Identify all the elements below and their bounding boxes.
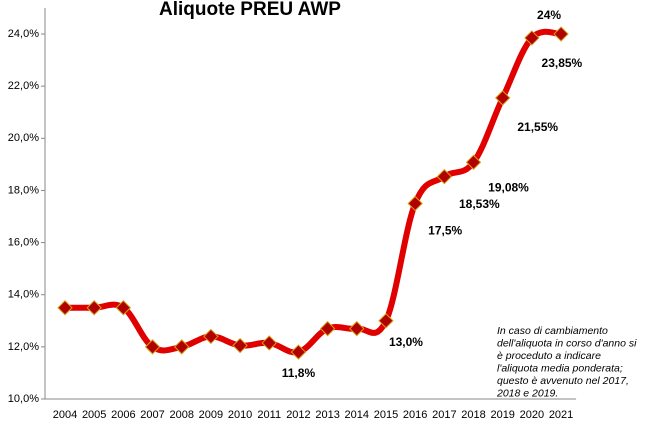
marker: [494, 90, 511, 106]
x-tick-label: 2017: [432, 409, 456, 421]
marker: [232, 337, 248, 354]
x-tick-label: 2021: [549, 409, 573, 421]
x-tick-label: 2007: [140, 409, 164, 421]
y-tick-label: 22,0%: [8, 80, 39, 92]
data-label: 17,5%: [428, 224, 462, 238]
y-tick-label: 18,0%: [8, 184, 39, 196]
x-tick-label: 2015: [374, 409, 398, 421]
y-tick-label: 12,0%: [8, 341, 39, 353]
x-tick-label: 2016: [403, 409, 427, 421]
annotation: è proceduto a indicare: [497, 350, 601, 362]
data-label: 19,08%: [488, 180, 529, 194]
x-tick-label: 2019: [490, 409, 514, 421]
annotation: l'aliquota media ponderata;: [497, 362, 623, 374]
marker: [290, 344, 307, 360]
y-tick-label: 16,0%: [8, 236, 39, 248]
chart-title: Aliquote PREU AWP: [159, 0, 341, 20]
marker: [203, 328, 219, 345]
line: [65, 28, 562, 356]
x-tick-label: 2012: [286, 409, 310, 421]
annotation: dell'aliquota in corso d'anno si: [497, 337, 637, 349]
marker: [174, 339, 190, 355]
x-tick-label: 2004: [53, 409, 77, 421]
data-label: 11,8%: [282, 366, 316, 380]
annotation: 2018 e 2019.: [496, 387, 558, 399]
marker: [378, 313, 394, 329]
marker: [86, 300, 102, 316]
data-label: 24%: [537, 8, 561, 22]
marker: [553, 26, 569, 42]
marker: [261, 335, 277, 351]
marker: [115, 300, 132, 316]
marker: [144, 339, 161, 355]
x-tick-label: 2005: [82, 409, 106, 421]
x-tick-label: 2011: [257, 409, 281, 421]
marker: [319, 320, 336, 337]
x-tick-label: 2008: [169, 409, 193, 421]
data-label: 13,0%: [389, 335, 423, 349]
x-tick-label: 2018: [461, 409, 485, 421]
marker: [57, 300, 73, 316]
x-tick-label: 2020: [520, 409, 544, 421]
marker: [407, 195, 423, 212]
y-tick-label: 14,0%: [8, 289, 39, 301]
x-tick-label: 2009: [199, 409, 223, 421]
data-label: 18,53%: [459, 197, 500, 211]
data-label: 21,55%: [517, 120, 558, 134]
x-tick-label: 2014: [345, 409, 369, 421]
y-tick-label: 20,0%: [8, 132, 39, 144]
annotation: In caso di cambiamento: [497, 325, 608, 337]
y-tick-label: 10,0%: [8, 393, 39, 405]
marker: [436, 168, 453, 185]
y-tick-label: 24,0%: [8, 28, 39, 40]
x-tick-label: 2006: [111, 409, 135, 421]
data-label: 23,85%: [542, 56, 583, 70]
marker: [524, 30, 540, 46]
annotation: questo è avvenuto nel 2017,: [497, 375, 629, 387]
marker: [465, 154, 482, 170]
x-tick-label: 2010: [228, 409, 252, 421]
x-tick-label: 2013: [315, 409, 339, 421]
marker: [349, 320, 365, 337]
